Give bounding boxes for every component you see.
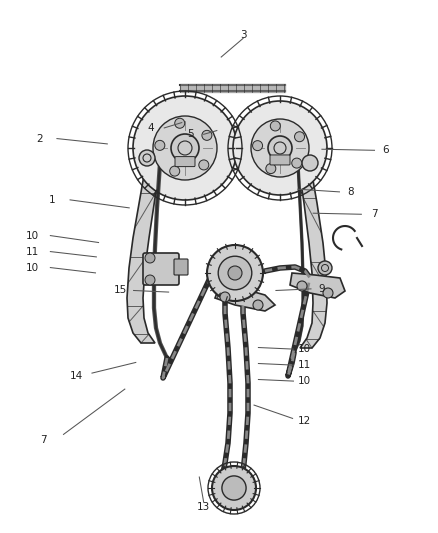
Circle shape — [292, 158, 302, 168]
Text: 8: 8 — [347, 187, 354, 197]
Circle shape — [202, 131, 212, 140]
Circle shape — [266, 164, 276, 174]
Polygon shape — [215, 285, 275, 311]
Circle shape — [170, 166, 180, 176]
Circle shape — [220, 292, 230, 302]
Text: 14: 14 — [70, 371, 83, 381]
Circle shape — [175, 118, 185, 128]
Text: 11: 11 — [26, 247, 39, 256]
Circle shape — [139, 150, 155, 166]
Circle shape — [207, 245, 263, 301]
Circle shape — [212, 466, 256, 510]
Circle shape — [218, 256, 252, 290]
Text: 11: 11 — [298, 360, 311, 370]
Circle shape — [323, 288, 333, 298]
Text: 3: 3 — [240, 30, 247, 39]
Circle shape — [155, 140, 165, 150]
Text: 10: 10 — [298, 376, 311, 386]
Polygon shape — [298, 163, 327, 348]
Text: 6: 6 — [382, 146, 389, 155]
Circle shape — [270, 121, 280, 131]
Circle shape — [233, 101, 327, 195]
Circle shape — [222, 476, 246, 500]
Circle shape — [133, 96, 237, 200]
Text: 7: 7 — [371, 209, 378, 219]
Circle shape — [253, 141, 262, 151]
Circle shape — [171, 134, 199, 162]
Text: 10: 10 — [26, 263, 39, 272]
Circle shape — [145, 253, 155, 263]
Circle shape — [302, 155, 318, 171]
FancyBboxPatch shape — [143, 253, 179, 285]
Text: 13: 13 — [197, 503, 210, 512]
Polygon shape — [290, 273, 345, 298]
Text: 10: 10 — [26, 231, 39, 240]
Text: 5: 5 — [187, 130, 194, 139]
FancyBboxPatch shape — [270, 155, 290, 165]
Circle shape — [253, 300, 263, 310]
FancyBboxPatch shape — [175, 157, 195, 167]
Polygon shape — [127, 158, 160, 343]
Circle shape — [199, 160, 209, 170]
Text: 4: 4 — [148, 123, 155, 133]
Circle shape — [251, 119, 309, 177]
Text: 10: 10 — [298, 344, 311, 354]
Circle shape — [318, 261, 332, 275]
Circle shape — [153, 116, 217, 180]
Circle shape — [145, 275, 155, 285]
Text: 7: 7 — [40, 435, 47, 445]
Circle shape — [294, 132, 304, 142]
Circle shape — [297, 281, 307, 291]
Circle shape — [268, 136, 292, 160]
Text: 15: 15 — [114, 286, 127, 295]
Text: 1: 1 — [49, 195, 56, 205]
Circle shape — [228, 266, 242, 280]
FancyBboxPatch shape — [174, 259, 188, 275]
Text: 9: 9 — [318, 284, 325, 294]
Text: 2: 2 — [36, 134, 43, 143]
Text: 12: 12 — [298, 416, 311, 426]
